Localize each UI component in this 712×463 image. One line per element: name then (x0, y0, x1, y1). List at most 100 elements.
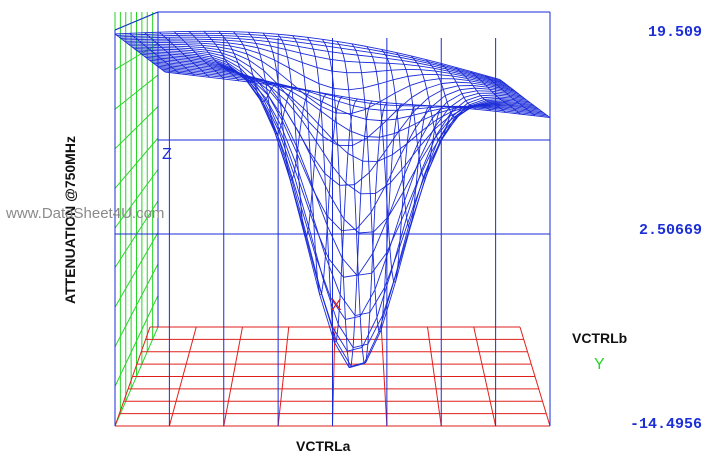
mesh-line (484, 106, 500, 109)
mesh-line (389, 247, 393, 271)
mesh-line (421, 119, 438, 132)
mesh-line (361, 347, 365, 364)
mesh-line (307, 120, 324, 137)
mesh-line (368, 152, 385, 173)
mesh-line (329, 59, 333, 72)
mesh-line (494, 103, 509, 106)
mesh-line (322, 38, 338, 42)
mesh-line (170, 65, 186, 68)
mesh-line (320, 105, 336, 114)
mesh-line (457, 68, 473, 74)
mesh-line (407, 76, 411, 86)
mesh-line (270, 45, 274, 53)
mesh-line (376, 69, 392, 72)
mesh-line (447, 116, 451, 123)
mesh-line (490, 79, 506, 85)
mesh-line (163, 48, 179, 51)
mesh-line (246, 75, 262, 80)
mesh-line (441, 81, 457, 85)
mesh-line (445, 89, 461, 97)
mesh-line (419, 128, 436, 147)
mesh-line (288, 94, 304, 109)
mesh-line (351, 114, 367, 120)
mesh-line (424, 80, 427, 89)
mesh-line (394, 85, 411, 94)
mesh-line (156, 54, 172, 57)
mesh-line (265, 98, 282, 126)
mesh-line (354, 275, 358, 316)
mesh-line (307, 94, 323, 103)
mesh-line (301, 62, 305, 77)
mesh-line (388, 182, 391, 217)
mesh-line (400, 127, 416, 155)
mesh-line (398, 111, 415, 132)
mesh-line (251, 81, 267, 99)
mesh-line (376, 269, 393, 318)
mesh-line (227, 42, 231, 47)
mesh-line (114, 32, 130, 35)
mesh-line (195, 64, 211, 68)
mesh-line (385, 104, 401, 107)
mesh-line (228, 42, 244, 46)
mesh-line (354, 312, 370, 316)
mesh-line (265, 81, 268, 95)
mesh-line (465, 100, 469, 104)
mesh-line (143, 55, 159, 58)
mesh-line (321, 96, 325, 102)
mesh-line (402, 59, 417, 64)
mesh-line (446, 93, 463, 103)
mesh-line (266, 37, 282, 41)
mesh-line (292, 102, 296, 127)
mesh-line (255, 42, 271, 47)
mesh-line (129, 32, 145, 34)
mesh-line (455, 66, 471, 72)
mesh-line (422, 74, 426, 81)
mesh-line (326, 215, 330, 259)
mesh-line (333, 87, 349, 91)
mesh-line (168, 63, 184, 67)
mesh-line (375, 182, 391, 194)
mesh-line (431, 101, 448, 119)
mesh-line (383, 130, 400, 154)
mesh-line (421, 119, 425, 131)
mesh-line (226, 62, 242, 73)
mesh-line (318, 83, 334, 89)
mesh-line (456, 81, 471, 84)
mesh-line (394, 126, 410, 135)
mesh-line (222, 76, 238, 80)
mesh-line (444, 66, 460, 72)
mesh-line (326, 225, 343, 259)
mesh-line (508, 94, 524, 98)
mesh-line (314, 56, 318, 68)
mesh-line (455, 81, 459, 86)
mesh-line (517, 102, 533, 106)
mesh-line (500, 87, 516, 92)
mesh-line (284, 101, 288, 110)
mesh-line (292, 35, 308, 38)
mesh-line (442, 89, 446, 96)
mesh-line (504, 102, 520, 105)
mesh-line (483, 105, 498, 107)
mesh-line (171, 55, 187, 58)
mesh-line (268, 84, 284, 88)
mesh-line (363, 87, 366, 110)
mesh-line (529, 110, 545, 114)
mesh-line (272, 51, 276, 61)
mesh-line (338, 43, 354, 48)
mesh-line (338, 101, 354, 107)
mesh-line (373, 62, 377, 72)
mesh-line (457, 85, 461, 90)
mesh-line (423, 112, 439, 120)
mesh-line (300, 52, 316, 57)
mesh-line (338, 97, 342, 102)
mesh-line (312, 48, 316, 57)
mesh-line (513, 99, 529, 103)
mesh-line (475, 108, 491, 112)
mesh-line (202, 44, 218, 48)
mesh-line (431, 65, 447, 70)
wall-line (114, 74, 159, 110)
mesh-line (375, 161, 378, 194)
mesh-line (354, 172, 370, 186)
mesh-line (208, 64, 224, 69)
